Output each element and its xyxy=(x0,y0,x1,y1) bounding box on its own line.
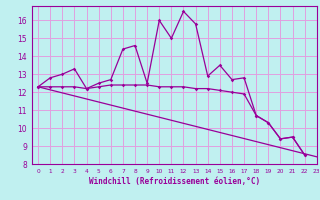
X-axis label: Windchill (Refroidissement éolien,°C): Windchill (Refroidissement éolien,°C) xyxy=(89,177,260,186)
